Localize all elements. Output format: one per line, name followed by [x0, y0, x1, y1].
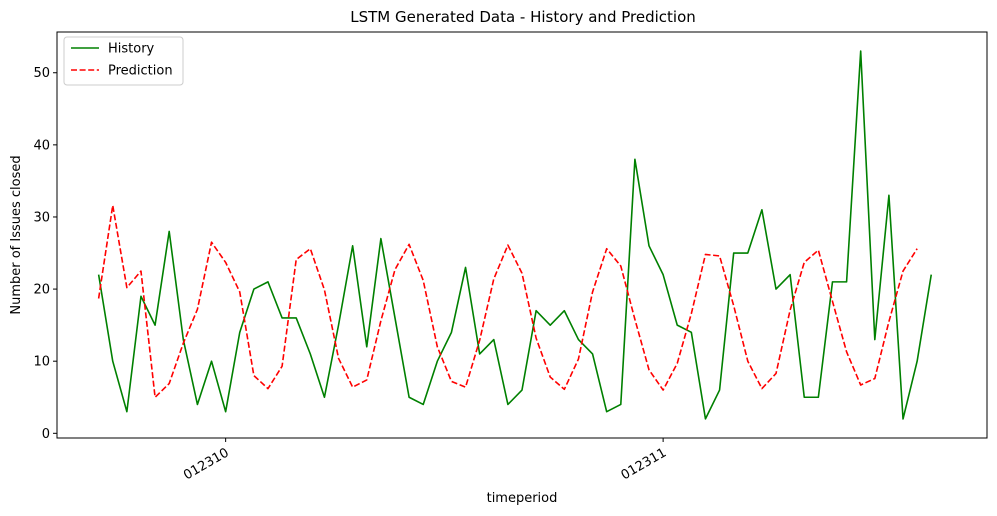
y-axis: 0 10 20 30 40 50	[33, 66, 57, 442]
y-tick-label: 0	[42, 427, 50, 442]
y-tick-label: 50	[33, 66, 50, 81]
plot-frame	[56, 31, 988, 439]
y-tick-label: 40	[33, 138, 50, 153]
y-tick-label: 30	[33, 210, 50, 225]
y-axis-label: Number of Issues closed	[9, 155, 24, 314]
y-tick-label: 20	[33, 283, 50, 298]
legend-prediction-label: Prediction	[108, 64, 173, 79]
legend-history-label: History	[108, 42, 155, 57]
series-line-prediction	[97, 204, 918, 399]
chart-title: LSTM Generated Data - History and Predic…	[350, 8, 696, 26]
legend: History Prediction	[63, 36, 184, 86]
series-line-history	[97, 50, 933, 420]
x-axis-label: timeperiod	[487, 491, 558, 506]
y-tick-label: 10	[33, 355, 50, 370]
legend-box	[63, 36, 184, 86]
plot-area	[97, 50, 933, 420]
